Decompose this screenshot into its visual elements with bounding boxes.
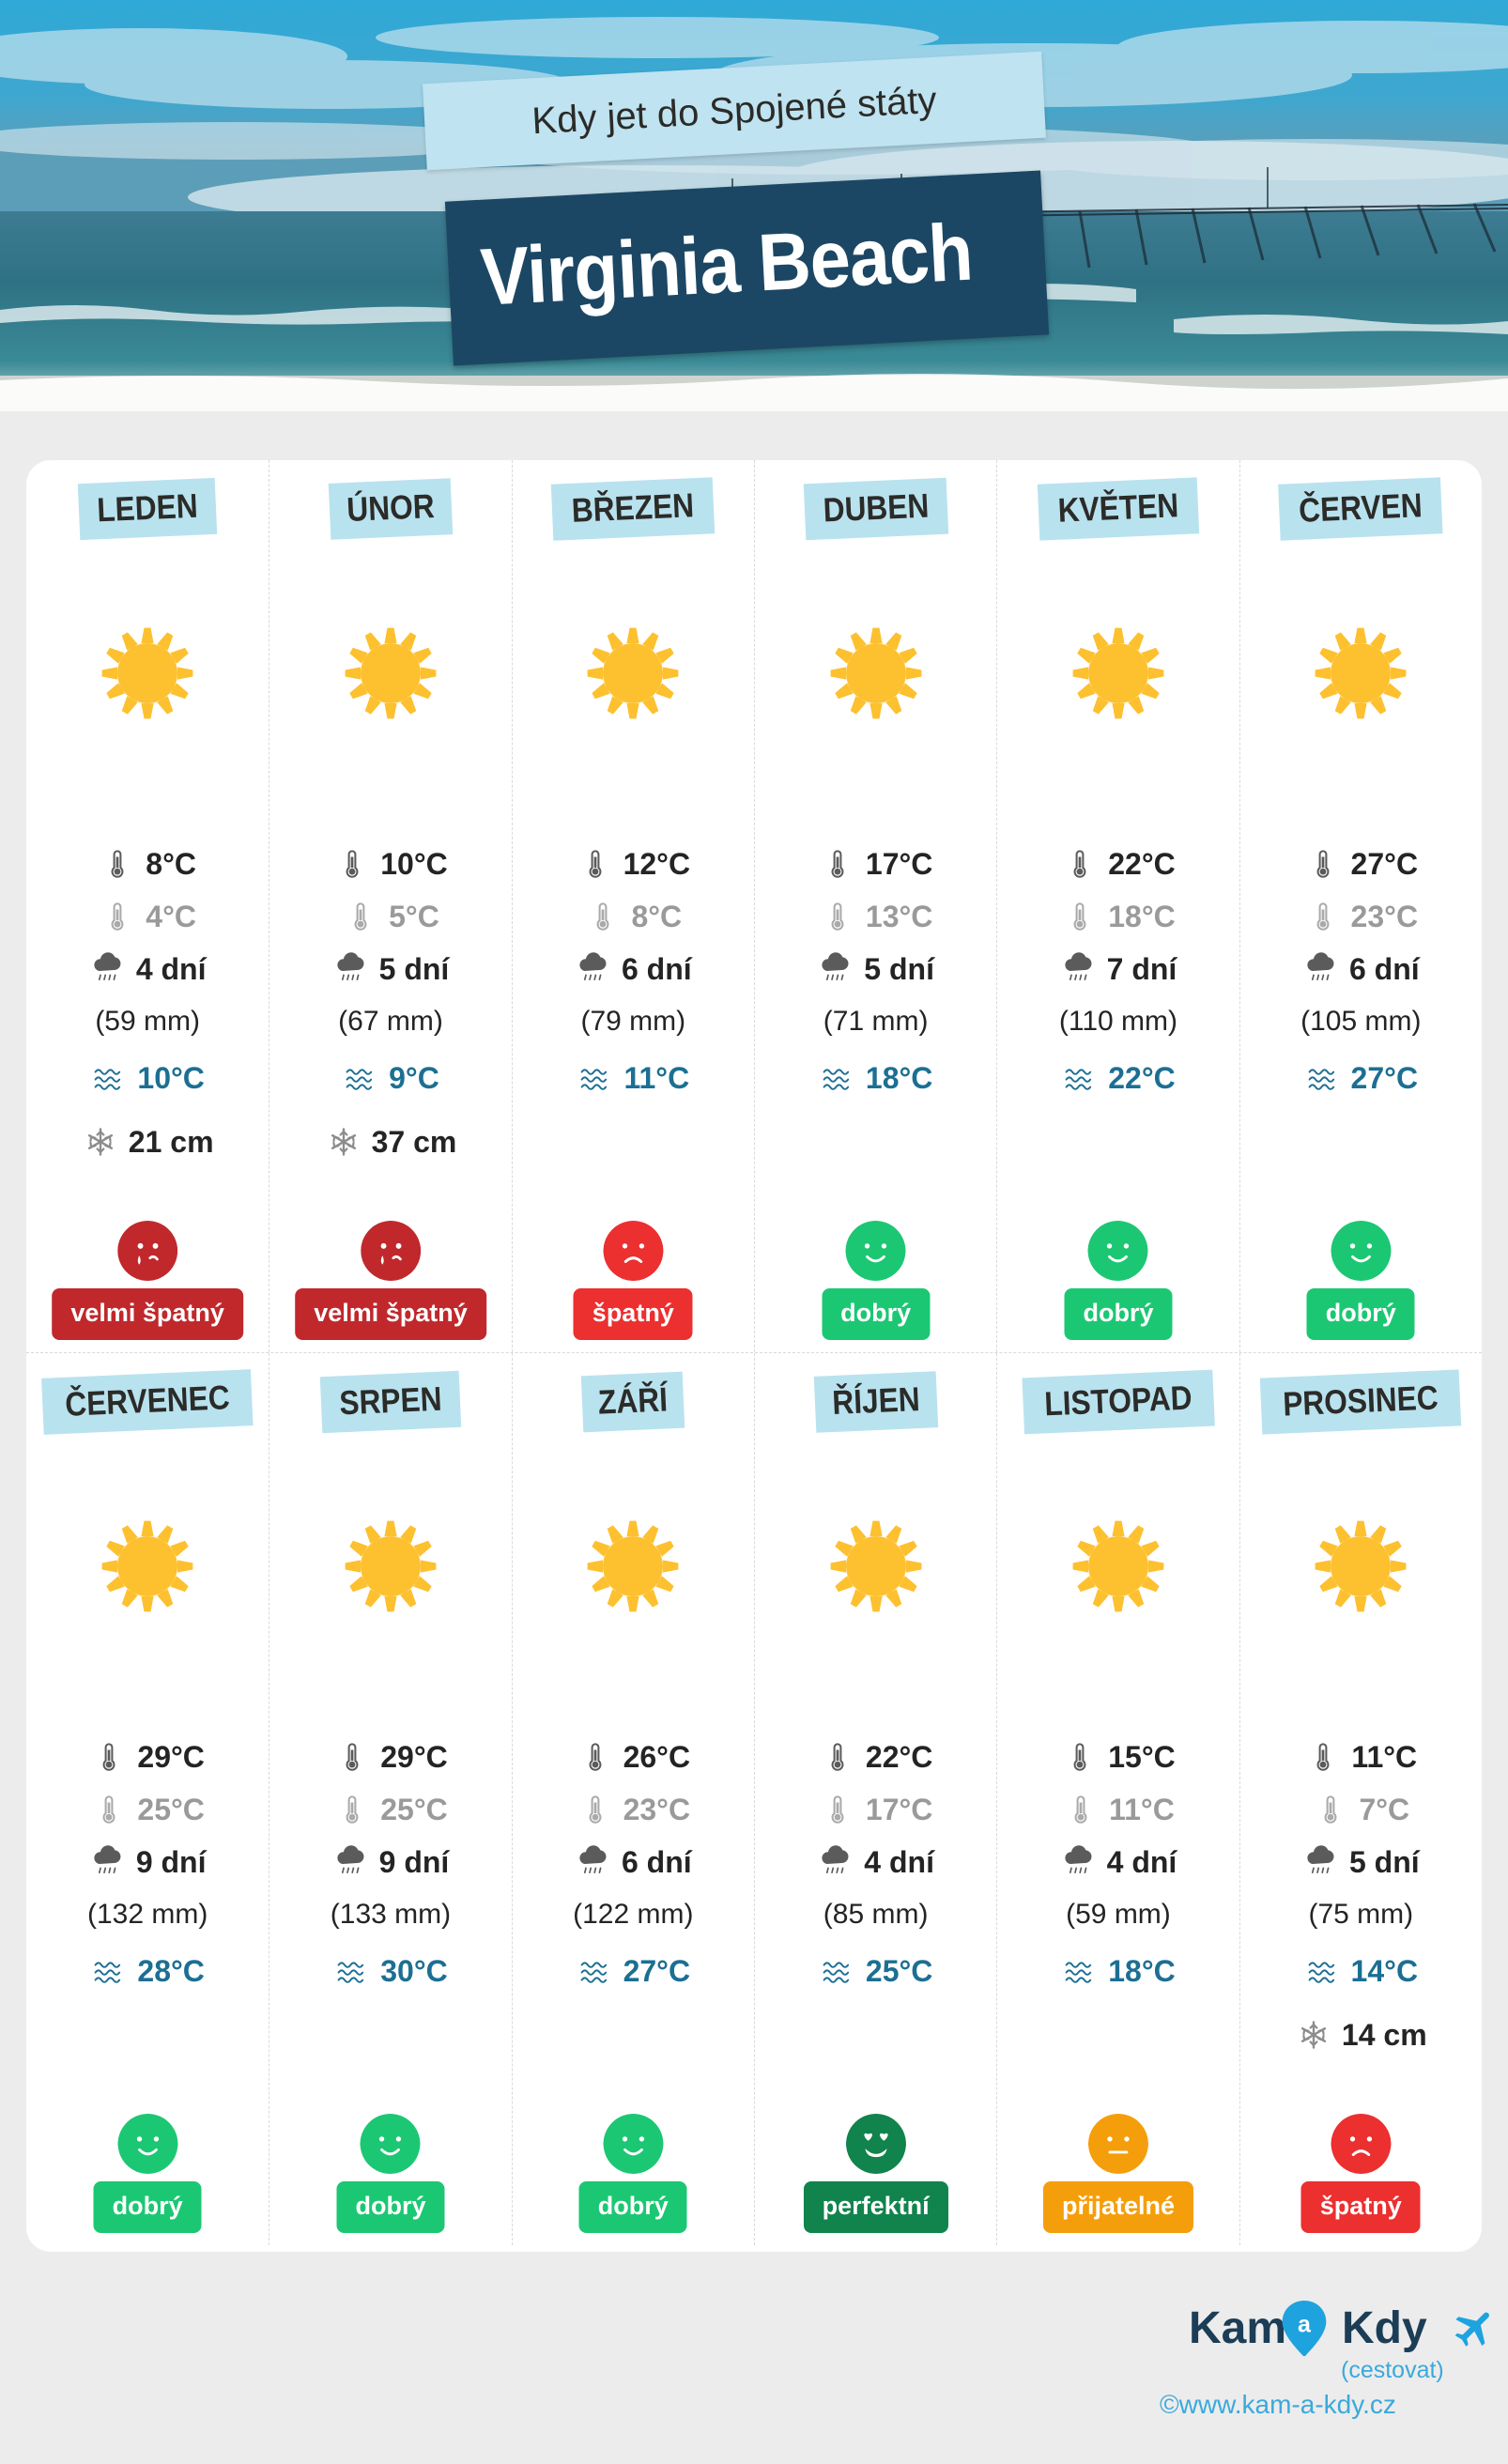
- svg-text:a: a: [1298, 2311, 1312, 2337]
